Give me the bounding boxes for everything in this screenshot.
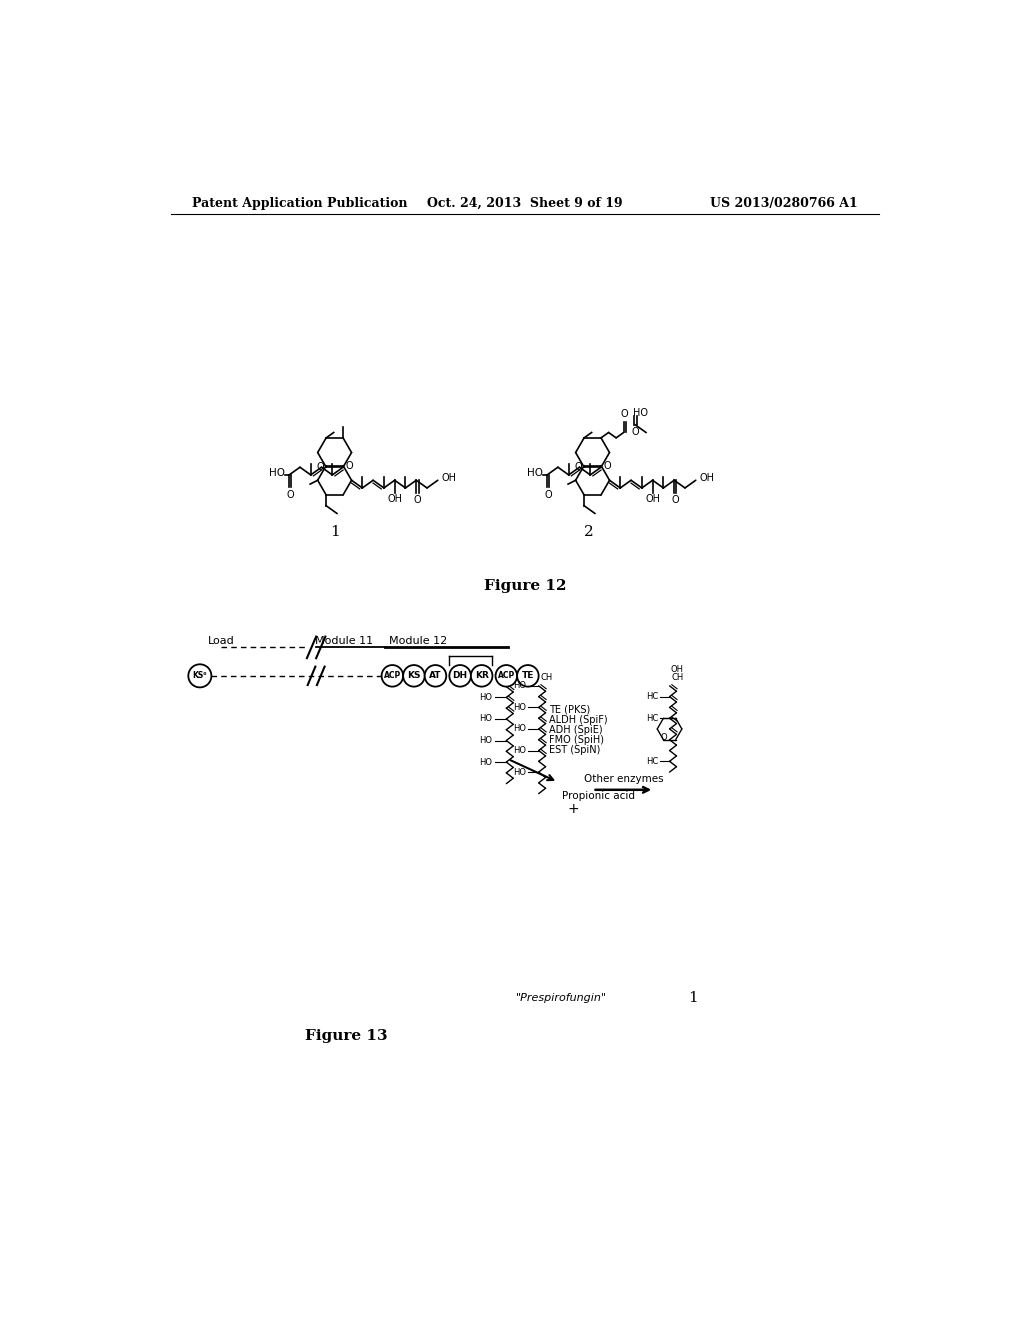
Text: US 2013/0280766 A1: US 2013/0280766 A1 (710, 197, 857, 210)
Text: O: O (660, 733, 667, 742)
Text: OH: OH (671, 665, 684, 675)
Text: O: O (544, 490, 552, 499)
Text: O: O (632, 428, 639, 437)
Circle shape (517, 665, 539, 686)
Text: HO: HO (479, 714, 493, 723)
Text: HC: HC (646, 692, 658, 701)
Text: HO: HO (269, 467, 286, 478)
Circle shape (188, 664, 211, 688)
Text: HC: HC (646, 756, 658, 766)
Text: EST (SpiN): EST (SpiN) (549, 744, 600, 755)
Text: 1: 1 (330, 525, 340, 539)
Text: Oct. 24, 2013  Sheet 9 of 19: Oct. 24, 2013 Sheet 9 of 19 (427, 197, 623, 210)
Circle shape (425, 665, 446, 686)
Text: 2: 2 (584, 525, 594, 539)
Text: HC: HC (646, 714, 658, 722)
Text: HO: HO (513, 768, 526, 776)
Text: HO: HO (513, 725, 526, 734)
Text: ALDH (SpiF): ALDH (SpiF) (549, 714, 607, 725)
Text: HO: HO (513, 746, 526, 755)
Text: ADH (SpiE): ADH (SpiE) (549, 725, 602, 735)
Text: Other enzymes: Other enzymes (584, 774, 664, 784)
Text: Module 11: Module 11 (315, 636, 374, 647)
Text: HO: HO (479, 758, 493, 767)
Text: Figure 13: Figure 13 (305, 1030, 387, 1043)
Text: HO: HO (633, 408, 648, 417)
Text: OH: OH (441, 473, 457, 483)
Text: HO: HO (527, 467, 544, 478)
Text: O: O (621, 409, 629, 420)
Text: O: O (316, 462, 324, 473)
Text: OH: OH (645, 494, 660, 504)
Text: O: O (286, 490, 294, 499)
Text: HO: HO (513, 704, 526, 711)
Text: AT: AT (429, 672, 441, 680)
Text: KS: KS (408, 672, 421, 680)
Text: Module 12: Module 12 (388, 636, 446, 647)
Text: CH: CH (541, 673, 553, 681)
Text: HO: HO (479, 693, 493, 702)
Text: CH: CH (671, 673, 683, 681)
Text: "Prespirofungin": "Prespirofungin" (516, 993, 607, 1003)
Text: FMO (SpiH): FMO (SpiH) (549, 735, 604, 744)
Text: TE: TE (521, 672, 535, 680)
Text: O: O (574, 462, 582, 473)
Text: HO: HO (479, 737, 493, 744)
Circle shape (496, 665, 517, 686)
Circle shape (471, 665, 493, 686)
Text: KR: KR (475, 672, 488, 680)
Text: O: O (603, 461, 611, 471)
Circle shape (450, 665, 471, 686)
Text: Load: Load (208, 636, 234, 647)
Text: Propionic acid: Propionic acid (562, 791, 635, 801)
Text: HO: HO (513, 681, 526, 690)
Text: Patent Application Publication: Patent Application Publication (193, 197, 408, 210)
Text: O: O (414, 495, 421, 504)
Text: O: O (345, 461, 353, 471)
Text: TE (PKS): TE (PKS) (549, 705, 590, 714)
Circle shape (382, 665, 403, 686)
Text: Figure 12: Figure 12 (483, 578, 566, 593)
Text: 1: 1 (688, 991, 697, 1005)
Text: KS⁰: KS⁰ (193, 672, 207, 680)
Text: ACP: ACP (498, 672, 515, 680)
Text: DH: DH (453, 672, 468, 680)
Text: OH: OH (699, 473, 715, 483)
Text: O: O (671, 495, 679, 504)
Circle shape (403, 665, 425, 686)
Text: OH: OH (387, 494, 402, 504)
Text: +: + (567, 803, 580, 816)
Text: ACP: ACP (384, 672, 401, 680)
